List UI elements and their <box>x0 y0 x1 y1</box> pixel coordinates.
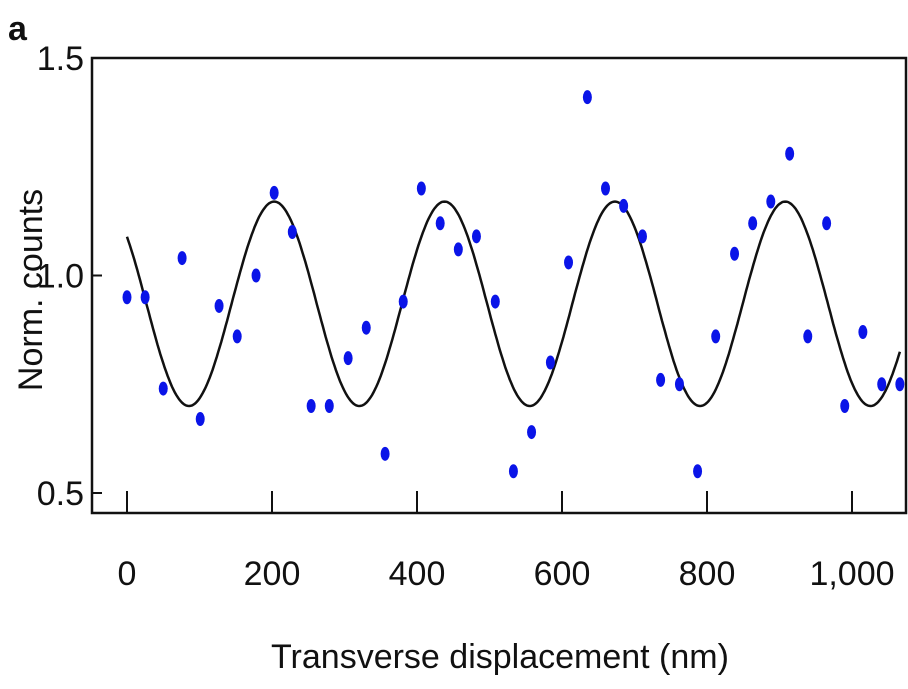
x-tick-label: 400 <box>389 555 446 593</box>
points-layer <box>122 90 905 479</box>
data-point <box>122 290 132 305</box>
data-point <box>158 381 168 396</box>
data-point <box>858 325 868 340</box>
y-tick-label: 0.5 <box>37 475 84 513</box>
data-point <box>766 194 776 209</box>
x-tick-label: 200 <box>244 555 301 593</box>
fit-curve <box>125 200 902 408</box>
data-point <box>803 329 813 344</box>
data-point <box>343 351 353 366</box>
y-axis-title: Norm. counts <box>12 189 50 391</box>
data-point <box>453 242 463 257</box>
data-point <box>361 320 371 335</box>
data-point <box>324 399 334 413</box>
data-point <box>527 425 537 440</box>
y-tick-label: 1.5 <box>37 40 84 78</box>
data-point <box>601 181 610 196</box>
x-tick-label: 1,000 <box>809 555 894 593</box>
data-point <box>637 229 647 244</box>
data-point <box>877 377 887 392</box>
data-point <box>840 399 850 413</box>
axes: 0.5 1.0 1.5 0 200 400 600 800 1,000 <box>37 40 908 593</box>
data-point <box>582 90 592 105</box>
x-tick-label: 0 <box>118 555 137 593</box>
fit-layer <box>125 200 902 408</box>
data-point <box>564 255 574 270</box>
data-point <box>435 216 445 231</box>
data-point <box>214 298 224 313</box>
data-point <box>785 146 795 161</box>
data-point <box>232 329 242 344</box>
panel-label: a <box>8 10 28 48</box>
data-point <box>693 464 703 479</box>
data-point <box>140 290 150 305</box>
data-point <box>730 246 740 261</box>
data-point <box>545 355 555 370</box>
data-point <box>177 251 187 266</box>
data-point <box>195 412 205 427</box>
data-point <box>656 372 666 387</box>
data-point <box>895 377 905 392</box>
data-point <box>398 294 408 309</box>
data-point <box>822 216 832 231</box>
data-point <box>251 268 261 283</box>
x-tick-label: 800 <box>679 555 736 593</box>
data-point <box>416 181 426 196</box>
y-tick-label: 1.0 <box>37 258 84 296</box>
plot-frame <box>90 56 908 515</box>
data-point <box>490 294 500 309</box>
data-point <box>306 399 316 413</box>
data-point <box>619 198 629 213</box>
data-point <box>711 329 721 344</box>
data-point <box>380 446 390 461</box>
data-point <box>471 229 481 244</box>
x-axis-title: Transverse displacement (nm) <box>271 638 729 676</box>
data-point <box>269 185 279 200</box>
data-point <box>508 464 518 479</box>
x-tick-label: 600 <box>534 555 591 593</box>
data-point <box>748 216 758 231</box>
data-point <box>674 377 684 392</box>
data-point <box>287 225 297 239</box>
